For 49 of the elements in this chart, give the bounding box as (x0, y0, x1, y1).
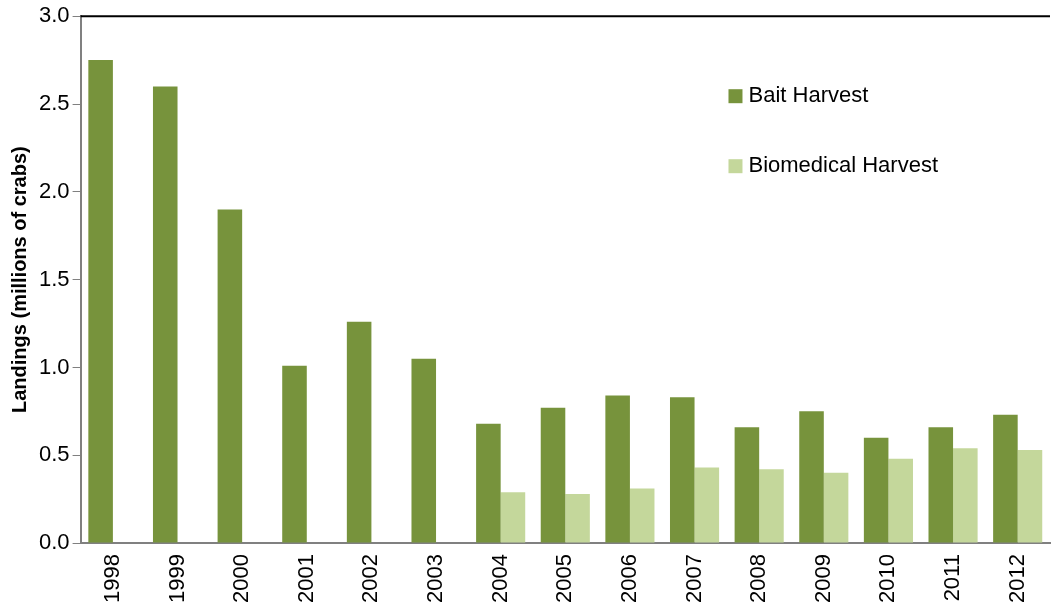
x-tick-label: 2004 (486, 554, 512, 604)
bar (476, 423, 501, 543)
bar (629, 488, 655, 543)
bar (734, 427, 760, 543)
legend-label: Biomedical Harvest (748, 152, 938, 178)
bar (411, 358, 437, 543)
bar (823, 472, 849, 543)
y-tick-label: 0.5 (38, 441, 70, 467)
y-tick-label: 2.5 (38, 90, 70, 116)
bar (605, 395, 630, 543)
x-tick-label: 2000 (228, 554, 254, 604)
y-tick-label: 1.5 (38, 265, 70, 291)
x-tick-label: 1998 (98, 554, 124, 604)
x-tick-label: 2001 (292, 554, 318, 604)
bar (863, 437, 889, 543)
bar (540, 407, 566, 543)
bar (888, 458, 913, 543)
bar (953, 448, 978, 543)
y-tick-label: 1.0 (38, 353, 70, 379)
bar (759, 469, 784, 543)
legend-label: Bait Harvest (748, 82, 869, 108)
bar (282, 365, 307, 543)
x-tick-label: 2006 (615, 554, 641, 604)
x-tick-label: 2009 (809, 554, 835, 604)
bar (669, 397, 695, 543)
bar (217, 209, 243, 543)
bar (346, 321, 372, 543)
x-tick-label: 2007 (680, 554, 706, 604)
bar (152, 86, 178, 543)
x-tick-label: 2003 (422, 554, 448, 604)
bar (993, 414, 1018, 543)
y-tick-label: 3.0 (38, 2, 70, 28)
bar (565, 493, 590, 543)
bar (1017, 449, 1043, 543)
x-tick-label: 2005 (551, 554, 577, 604)
bar (928, 427, 954, 543)
bar (694, 467, 720, 543)
bar (88, 60, 113, 543)
y-axis-title: Landings (millions of crabs) (7, 146, 30, 413)
x-tick-label: 2011 (939, 554, 965, 602)
x-tick-label: 2002 (357, 554, 383, 604)
x-tick-label: 1999 (163, 554, 189, 604)
x-tick-label: 2012 (1003, 554, 1029, 604)
y-tick-label: 0.0 (38, 529, 70, 555)
bar (500, 492, 526, 543)
y-tick-label: 2.0 (38, 177, 70, 203)
x-tick-label: 2008 (745, 554, 771, 604)
bar (799, 411, 824, 543)
x-tick-label: 2010 (874, 554, 900, 604)
